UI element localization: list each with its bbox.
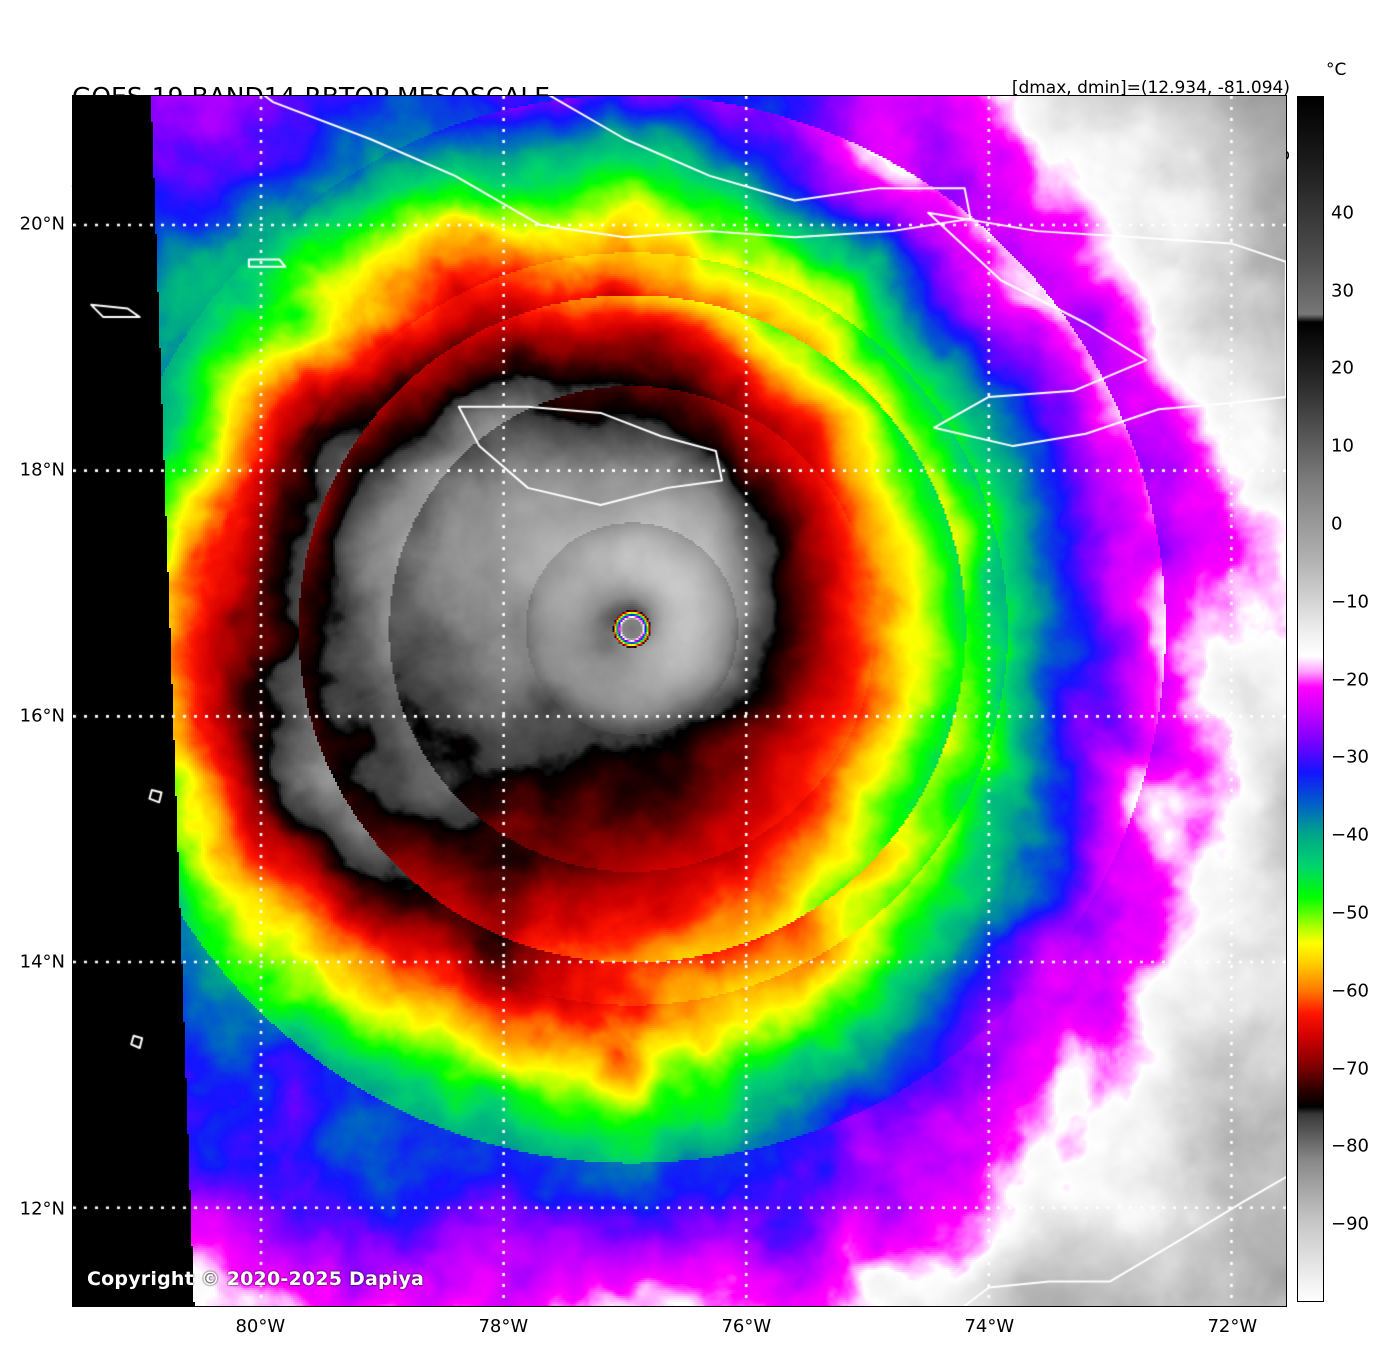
lon-tick-80: 80°W (235, 1316, 286, 1337)
lat-tick-14: 14°N (19, 951, 65, 973)
colorbar-tick--60: −60 (1331, 980, 1369, 1002)
colorbar-tick-20: 20 (1331, 357, 1354, 379)
lon-tick-76: 76°W (721, 1316, 772, 1337)
colorbar-tick-10: 10 (1331, 435, 1354, 457)
colorbar-tick--70: −70 (1331, 1058, 1369, 1080)
colorbar-tick-30: 30 (1331, 280, 1354, 302)
lat-tick-16: 16°N (19, 705, 65, 727)
colorbar-tick--90: −90 (1331, 1213, 1369, 1235)
copyright-label: Copyright © 2020-2025 Dapiya (87, 1268, 425, 1290)
colorbar-tick-0: 0 (1331, 513, 1343, 535)
lon-tick-72: 72°W (1207, 1316, 1258, 1337)
dmax-dmin-label: [dmax, dmin]=(12.934, -81.094) (1011, 77, 1290, 98)
colorbar-gradient (1298, 97, 1323, 1301)
lat-tick-20: 20°N (19, 213, 65, 235)
colorbar-tick--40: −40 (1331, 824, 1369, 846)
lon-tick-78: 78°W (478, 1316, 529, 1337)
satellite-image-plot[interactable]: Copyright © 2020-2025 Dapiya (72, 95, 1287, 1307)
lat-tick-12: 12°N (19, 1198, 65, 1220)
graticule-overlay-canvas (73, 96, 1286, 1306)
colorbar[interactable] (1297, 96, 1324, 1302)
colorbar-tick--50: −50 (1331, 902, 1369, 924)
lat-tick-18: 18°N (19, 459, 65, 481)
colorbar-unit-label: °C (1326, 60, 1347, 80)
lon-tick-74: 74°W (964, 1316, 1015, 1337)
colorbar-tick-40: 40 (1331, 202, 1354, 224)
colorbar-tick--10: −10 (1331, 591, 1369, 613)
colorbar-tick--30: −30 (1331, 746, 1369, 768)
colorbar-tick--80: −80 (1331, 1135, 1369, 1157)
colorbar-tick--20: −20 (1331, 669, 1369, 691)
